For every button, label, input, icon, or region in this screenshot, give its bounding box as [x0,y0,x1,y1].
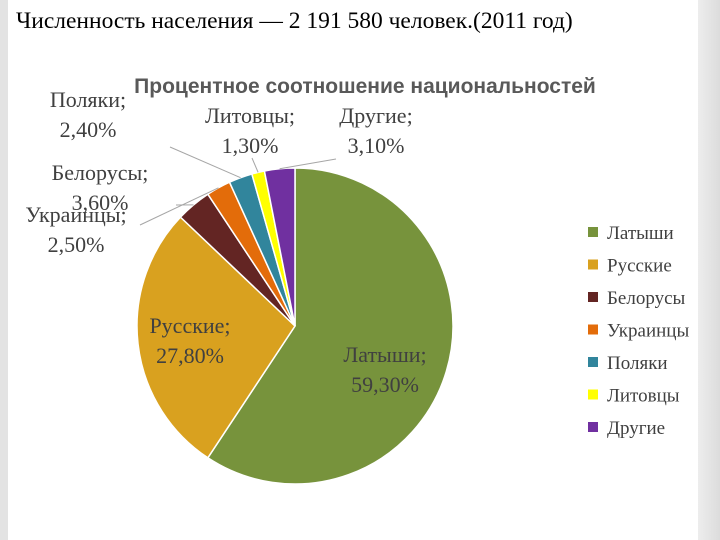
pie-slices [136,167,454,485]
legend-label-латыши: Латыши [607,223,674,244]
legend-swatch-латыши [588,227,598,237]
data-label-белорусы: Белорусы; 3,60% [52,160,149,215]
data-label-русские: Русские; 27,80% [149,313,230,368]
data-label-литовцы: Литовцы; 1,30% [205,103,295,158]
data-label-латыши: Латыши; 59,30% [343,342,426,397]
leader-line-украинцы [139,187,219,226]
legend-label-литовцы: Литовцы [607,386,680,407]
pie-slice-русские [136,216,296,459]
legend-label-другие: Другие [607,418,665,439]
legend-label-украинцы: Украинцы [607,321,689,342]
legend: Латыши Русские Белорусы Украинцы Поляки Литов… [588,223,689,439]
data-label-украинцы: Украинцы; 2,50% [25,202,126,257]
data-label-поляки: Поляки; 2,40% [50,87,126,142]
legend-swatch-белорусы [588,292,598,302]
data-label-другие: Другие; 3,10% [339,103,412,158]
legend-swatch-русские [588,259,598,270]
pie-slice-другие [263,167,296,327]
legend-swatch-украинцы [588,324,598,335]
legend-label-поляки: Поляки [607,353,668,374]
legend-swatch-литовцы [588,389,598,400]
legend-swatch-поляки [588,357,598,367]
slide-title: Численность населения — 2 191 580 челове… [16,8,573,34]
leader-line-другие [279,158,337,170]
leader-line-поляки [169,146,241,179]
pie-slice-латыши [206,167,454,485]
legend-label-белорусы: Белорусы [607,288,686,309]
leader-line-литовцы [251,157,259,173]
slide-frame-right [698,0,720,540]
legend-label-русские: Русские [607,256,672,277]
leader-lines [139,146,337,226]
chart-title: Процентное соотношение национальностей [134,75,596,98]
data-labels: Латыши; 59,30% Русские; 27,80% Белорусы; 3,60… [25,87,426,397]
slide-frame-left [0,0,8,540]
legend-swatch-другие [588,422,598,432]
